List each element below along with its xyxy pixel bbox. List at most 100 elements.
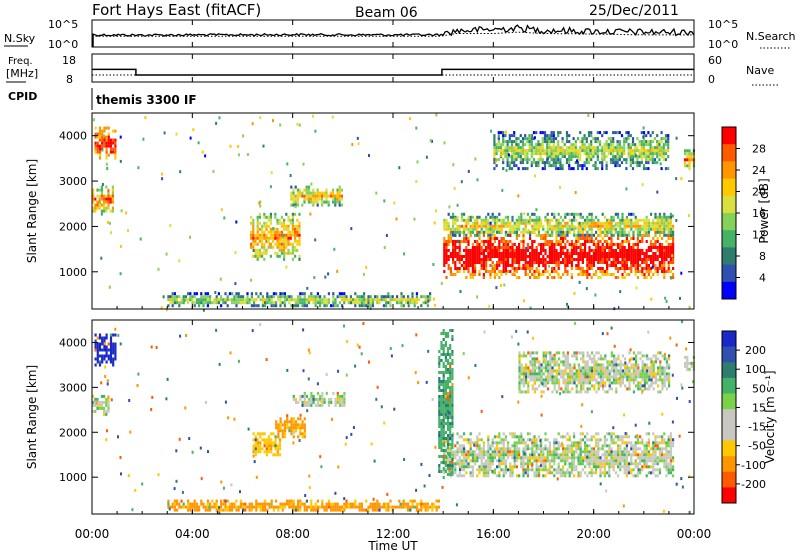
- velocity-cell: [526, 474, 529, 478]
- velocity-cell: [610, 447, 613, 451]
- power-cell: [665, 227, 668, 231]
- velocity-cell: [652, 441, 655, 445]
- power-cell: [308, 298, 311, 302]
- power-cell: [507, 258, 510, 261]
- velocity-cell: [570, 456, 573, 460]
- power-cell: [237, 298, 240, 302]
- power-cell: [471, 252, 474, 255]
- power-cell: [603, 215, 606, 219]
- power-cell: [606, 240, 609, 243]
- power-point: [527, 220, 530, 224]
- power-cell: [296, 194, 299, 198]
- power-cell: [588, 261, 591, 264]
- power-cell: [269, 236, 272, 240]
- velocity-cell: [413, 499, 416, 503]
- velocity-cell: [460, 450, 463, 454]
- velocity-cell: [507, 441, 510, 445]
- velocity-cell: [471, 441, 474, 445]
- power-cell: [551, 261, 554, 264]
- velocity-cell: [493, 441, 496, 445]
- velocity-cell: [621, 450, 624, 454]
- power-cell: [656, 134, 659, 138]
- velocity-cell: [310, 403, 313, 407]
- velocity-cell: [628, 471, 631, 475]
- power-cell: [443, 243, 446, 246]
- power-cell: [656, 227, 659, 231]
- power-cell: [485, 246, 488, 249]
- velocity-cell: [515, 444, 518, 448]
- power-cell: [639, 258, 642, 261]
- power-cell: [458, 270, 461, 273]
- power-cell: [280, 248, 283, 252]
- power-cell: [636, 149, 639, 153]
- velocity-cell: [458, 459, 461, 463]
- velocity-cell: [334, 400, 337, 404]
- power-cell: [595, 230, 598, 234]
- velocity-cell: [250, 508, 253, 512]
- power-cell: [575, 212, 578, 216]
- velocity-cell: [458, 474, 461, 478]
- velocity-cell: [301, 420, 304, 424]
- velocity-cell: [94, 339, 97, 343]
- velocity-cell: [559, 456, 562, 460]
- power-cell: [235, 298, 238, 302]
- velocity-cell: [347, 502, 350, 506]
- power-cell: [171, 295, 174, 299]
- power-cell: [584, 227, 587, 231]
- power-point: [658, 153, 661, 157]
- power-cell: [220, 298, 223, 302]
- power-cell: [548, 134, 551, 138]
- power-cell: [598, 140, 602, 144]
- power-cell: [551, 224, 554, 228]
- power-cell: [667, 218, 670, 222]
- power-cell: [533, 221, 536, 225]
- velocity-cell: [511, 456, 514, 460]
- velocity-cell: [173, 508, 176, 512]
- velocity-cell: [579, 456, 582, 460]
- velocity-cell: [98, 342, 102, 346]
- power-cell: [601, 252, 604, 255]
- velocity-cell: [540, 450, 543, 454]
- power-cell: [537, 276, 540, 279]
- velocity-cell: [524, 468, 527, 472]
- power-cell: [535, 146, 538, 150]
- power-cell: [575, 233, 578, 237]
- power-point: [197, 141, 200, 145]
- power-cell: [463, 264, 466, 267]
- power-cell: [661, 221, 664, 225]
- velocity-cell: [94, 345, 97, 349]
- power-cell: [338, 295, 341, 299]
- velocity-cell: [573, 459, 576, 463]
- power-cell: [478, 258, 481, 261]
- power-cell: [543, 140, 547, 144]
- velocity-cell: [343, 397, 346, 401]
- power-cell: [663, 252, 666, 255]
- power-cell: [471, 224, 474, 228]
- power-cell: [606, 221, 609, 225]
- velocity-cell: [308, 400, 311, 404]
- velocity-cell: [303, 417, 306, 421]
- power-cell: [553, 212, 556, 216]
- power-cell: [478, 237, 481, 240]
- power-cell: [553, 224, 556, 228]
- power-point: [501, 188, 504, 192]
- velocity-cell: [542, 468, 545, 472]
- power-cell: [491, 270, 494, 273]
- velocity-cell: [634, 450, 637, 454]
- power-cell: [614, 249, 617, 252]
- power-cell: [654, 212, 657, 216]
- power-cell: [496, 230, 499, 234]
- velocity-cell: [463, 438, 466, 442]
- power-cell: [101, 129, 104, 133]
- power-cell: [518, 246, 521, 249]
- power-cell: [609, 152, 613, 156]
- velocity-cell: [310, 394, 313, 398]
- power-cell: [287, 215, 290, 219]
- velocity-cell: [278, 447, 282, 451]
- velocity-cell: [279, 420, 282, 424]
- velocity-cell: [518, 447, 521, 451]
- velocity-cell: [312, 397, 315, 401]
- power-cell: [463, 212, 466, 216]
- velocity-cell: [299, 417, 302, 421]
- power-cell: [467, 237, 470, 240]
